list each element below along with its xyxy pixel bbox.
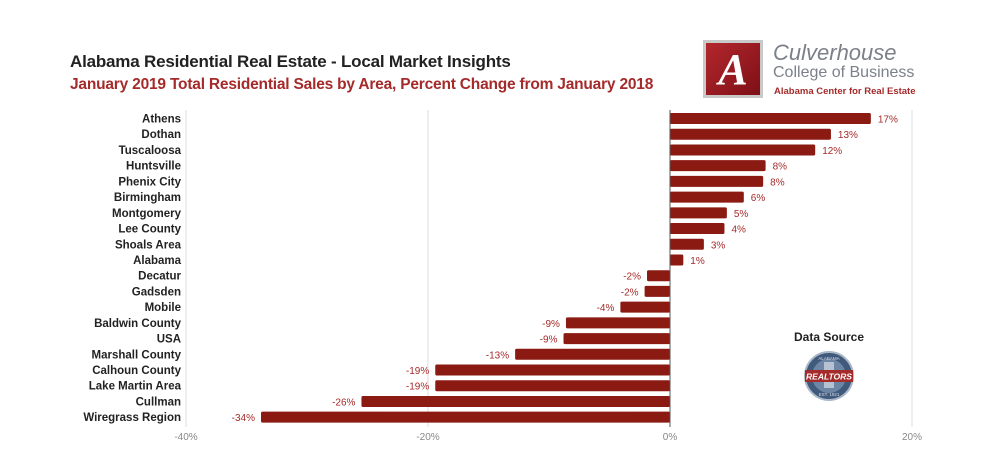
x-tick-label: 0% (663, 432, 678, 443)
category-label: Gadsden (132, 286, 181, 298)
bar (670, 191, 744, 203)
category-label: Mobile (145, 302, 181, 314)
bar (620, 301, 670, 313)
svg-text:EST. 1921: EST. 1921 (819, 392, 840, 397)
value-label: 8% (773, 162, 788, 173)
bar (670, 254, 684, 266)
value-label: -19% (406, 382, 429, 393)
logo-line-2: College of Business (773, 64, 915, 81)
x-tick-label: -20% (416, 432, 439, 443)
category-label: USA (157, 334, 181, 346)
logo-line-3: Alabama Center for Real Estate (774, 86, 916, 97)
bar (670, 223, 725, 235)
bar (670, 175, 764, 187)
value-label: 1% (690, 256, 705, 267)
category-label: Montgomery (112, 208, 182, 220)
alabama-a-icon: A (703, 40, 763, 98)
value-label: -4% (597, 303, 615, 314)
category-label: Lee County (118, 224, 181, 236)
data-source: Data Source REALTORS ALABAMA EST. 1921 (784, 330, 874, 402)
bar (563, 333, 670, 345)
bar (670, 160, 766, 172)
value-label: -19% (406, 366, 429, 377)
value-label: -26% (332, 397, 355, 408)
value-label: -13% (486, 350, 509, 361)
x-tick-label: -40% (174, 432, 197, 443)
bar (435, 364, 670, 376)
category-label: Wiregrass Region (83, 412, 181, 424)
value-label: 17% (878, 115, 898, 126)
realtors-badge-icon: REALTORS ALABAMA EST. 1921 (803, 350, 855, 402)
category-label: Athens (142, 114, 181, 126)
bar (670, 144, 816, 156)
category-label: Decatur (138, 271, 181, 283)
x-tick-label: 20% (902, 432, 922, 443)
category-label: Tuscaloosa (119, 145, 182, 157)
bar (670, 238, 704, 250)
category-label: Marshall County (92, 349, 182, 361)
category-label: Alabama (133, 255, 182, 267)
value-label: 4% (731, 225, 746, 236)
svg-text:ALABAMA: ALABAMA (818, 356, 839, 361)
category-label: Lake Martin Area (89, 381, 182, 393)
bar (670, 207, 727, 219)
bar (435, 380, 670, 392)
bar (261, 411, 670, 423)
chart-title: Alabama Residential Real Estate - Local … (70, 52, 511, 71)
value-label: -34% (232, 413, 255, 424)
category-label: Shoals Area (115, 239, 182, 251)
bar (361, 395, 670, 407)
chart-subtitle: January 2019 Total Residential Sales by … (70, 76, 654, 93)
category-label: Calhoun County (92, 365, 181, 377)
bar (670, 128, 831, 140)
category-label: Dothan (141, 129, 181, 141)
data-source-label: Data Source (793, 330, 865, 344)
value-label: 8% (770, 177, 785, 188)
svg-text:REALTORS: REALTORS (806, 372, 852, 382)
category-label: Birmingham (114, 192, 181, 204)
value-label: -2% (621, 287, 639, 298)
category-label: Phenix City (118, 176, 181, 188)
value-label: 12% (822, 146, 842, 157)
category-label: Baldwin County (94, 318, 181, 330)
value-label: 3% (711, 240, 726, 251)
value-label: -9% (542, 319, 560, 330)
culverhouse-logo: A Culverhouse College of Business Alabam… (703, 40, 943, 102)
value-label: 6% (751, 193, 766, 204)
bar (644, 285, 670, 297)
value-label: 5% (734, 209, 749, 220)
category-label: Cullman (136, 396, 181, 408)
category-label: Huntsville (126, 161, 181, 173)
bar (565, 317, 670, 329)
logo-line-1: Culverhouse (773, 40, 897, 65)
bar (670, 113, 871, 124)
value-label: -2% (623, 272, 641, 283)
bar (647, 270, 670, 282)
value-label: -9% (540, 335, 558, 346)
bar (515, 348, 670, 360)
value-label: 13% (838, 130, 858, 141)
